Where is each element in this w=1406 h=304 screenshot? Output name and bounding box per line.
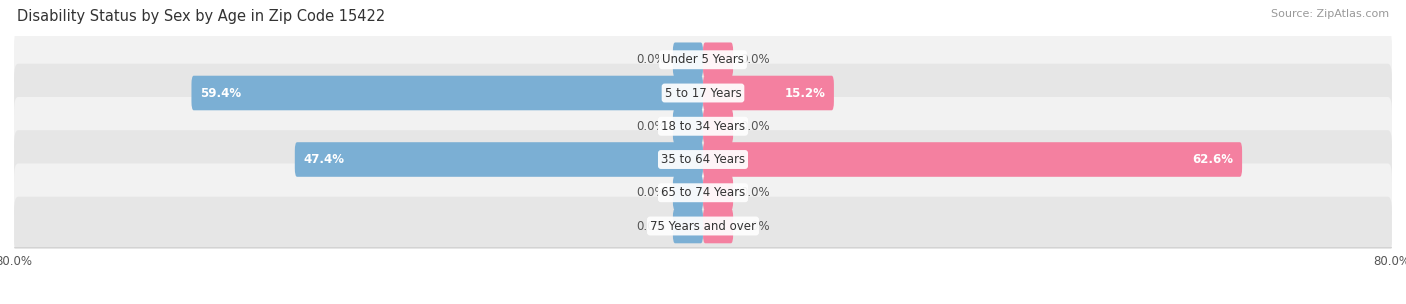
FancyBboxPatch shape: [14, 30, 1392, 89]
FancyBboxPatch shape: [673, 209, 703, 243]
FancyBboxPatch shape: [191, 76, 703, 110]
FancyBboxPatch shape: [703, 76, 834, 110]
FancyBboxPatch shape: [703, 142, 1241, 177]
Text: 0.0%: 0.0%: [637, 120, 666, 133]
Text: 0.0%: 0.0%: [740, 186, 769, 199]
FancyBboxPatch shape: [703, 209, 733, 243]
Text: 0.0%: 0.0%: [637, 186, 666, 199]
FancyBboxPatch shape: [14, 97, 1392, 156]
Text: 0.0%: 0.0%: [740, 53, 769, 66]
FancyBboxPatch shape: [673, 175, 703, 210]
Text: 0.0%: 0.0%: [637, 219, 666, 233]
Text: Disability Status by Sex by Age in Zip Code 15422: Disability Status by Sex by Age in Zip C…: [17, 9, 385, 24]
Text: 15.2%: 15.2%: [785, 87, 825, 99]
FancyBboxPatch shape: [14, 64, 1392, 122]
Text: 59.4%: 59.4%: [200, 87, 242, 99]
FancyBboxPatch shape: [295, 142, 703, 177]
Text: 0.0%: 0.0%: [740, 219, 769, 233]
Text: 5 to 17 Years: 5 to 17 Years: [665, 87, 741, 99]
Text: 0.0%: 0.0%: [637, 53, 666, 66]
Text: 62.6%: 62.6%: [1192, 153, 1233, 166]
FancyBboxPatch shape: [673, 43, 703, 77]
FancyBboxPatch shape: [14, 130, 1392, 189]
FancyBboxPatch shape: [703, 175, 733, 210]
Text: 65 to 74 Years: 65 to 74 Years: [661, 186, 745, 199]
FancyBboxPatch shape: [673, 109, 703, 143]
FancyBboxPatch shape: [14, 164, 1392, 222]
Text: 18 to 34 Years: 18 to 34 Years: [661, 120, 745, 133]
Text: 75 Years and over: 75 Years and over: [650, 219, 756, 233]
FancyBboxPatch shape: [703, 109, 733, 143]
FancyBboxPatch shape: [703, 43, 733, 77]
Text: 0.0%: 0.0%: [740, 120, 769, 133]
FancyBboxPatch shape: [14, 197, 1392, 255]
Text: 47.4%: 47.4%: [304, 153, 344, 166]
Text: 35 to 64 Years: 35 to 64 Years: [661, 153, 745, 166]
Text: Under 5 Years: Under 5 Years: [662, 53, 744, 66]
Text: Source: ZipAtlas.com: Source: ZipAtlas.com: [1271, 9, 1389, 19]
